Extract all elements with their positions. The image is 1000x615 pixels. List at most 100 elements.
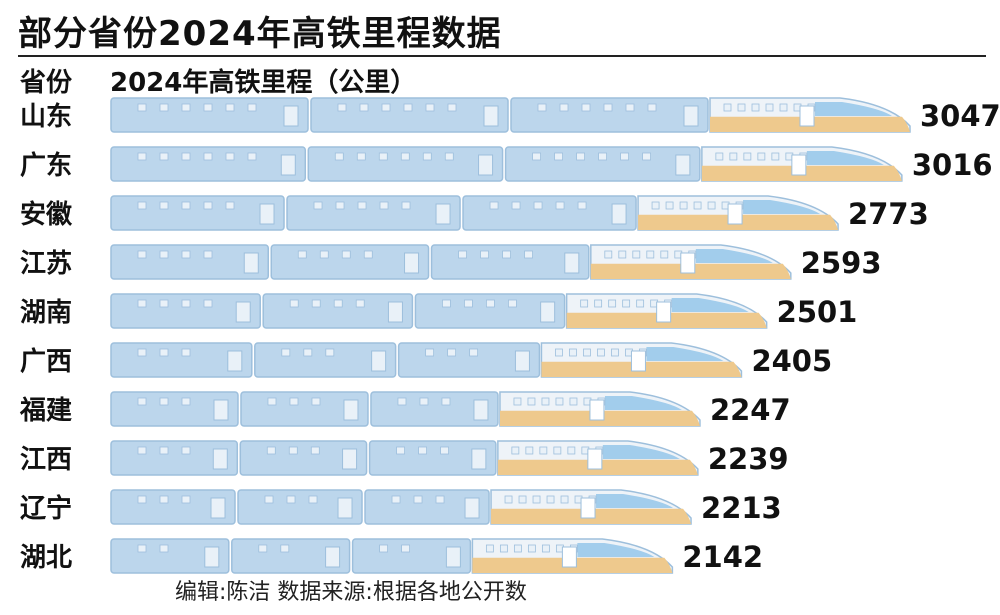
train-window [335, 201, 345, 210]
train-window [729, 152, 738, 161]
train-window [598, 152, 607, 161]
train-window [486, 299, 495, 308]
train-window [577, 201, 587, 210]
bar [110, 391, 701, 427]
category-label: 广西 [20, 347, 72, 377]
train-window [632, 250, 641, 259]
train-window [569, 348, 577, 357]
train-window [203, 201, 213, 210]
bar [110, 440, 699, 476]
train-window [485, 544, 494, 553]
train-window [447, 103, 457, 112]
train-door [630, 350, 646, 372]
train-door [464, 497, 480, 519]
train-window [422, 152, 432, 161]
train-window [303, 348, 313, 357]
value-label: 2593 [801, 246, 882, 280]
train-door [473, 399, 489, 421]
train-door [791, 154, 807, 176]
train-window [425, 348, 435, 357]
chart-title: 部分省份2024年高铁里程数据 [18, 14, 502, 54]
train-window [363, 250, 373, 259]
train-window [286, 495, 296, 504]
value-label: 2773 [848, 197, 929, 231]
train-car [262, 293, 414, 329]
train-door [280, 154, 296, 176]
train-door [471, 448, 487, 470]
train-door [683, 105, 699, 127]
train-window [334, 152, 344, 161]
train-window [203, 103, 213, 112]
train-window [555, 201, 565, 210]
bar [110, 97, 911, 133]
train-door [404, 252, 420, 274]
train-window [319, 250, 329, 259]
bar [110, 195, 839, 231]
train-window [391, 495, 401, 504]
train-door [343, 399, 359, 421]
train-window [225, 152, 235, 161]
train-car [110, 146, 307, 182]
train-door [561, 546, 577, 568]
train-windshield [602, 445, 680, 459]
train-window [181, 103, 191, 112]
train-windshield [577, 543, 655, 557]
value-label: 2501 [777, 295, 858, 329]
train-window [524, 250, 533, 259]
category-label: 湖南 [20, 298, 72, 328]
train-door [589, 399, 605, 421]
train-door [212, 448, 228, 470]
train-window [337, 103, 347, 112]
train-window [288, 446, 298, 455]
train-door [435, 203, 451, 225]
train-window [560, 495, 569, 504]
train-window [289, 397, 299, 406]
train-window [137, 201, 147, 210]
train-window [247, 103, 257, 112]
train-windshield [646, 347, 724, 361]
train-door [342, 448, 358, 470]
train-window [310, 446, 320, 455]
train-window [378, 152, 388, 161]
train-car [414, 293, 566, 329]
train-car [462, 195, 637, 231]
train-window [559, 103, 569, 112]
train-window [743, 152, 752, 161]
category-label: 江西 [20, 445, 72, 475]
train-windshield [743, 200, 821, 214]
bar [110, 146, 903, 182]
train-window [693, 201, 702, 210]
train-window [159, 446, 169, 455]
train-door [727, 203, 743, 225]
train-window [159, 348, 169, 357]
train-window [541, 544, 550, 553]
train-window [620, 152, 629, 161]
train-window [622, 299, 631, 308]
train-window [458, 250, 467, 259]
train-window [400, 152, 410, 161]
train-window [546, 495, 555, 504]
train-window [737, 103, 746, 112]
train-window [647, 103, 657, 112]
train-car [270, 244, 430, 280]
train-door [478, 154, 494, 176]
train-window [581, 103, 591, 112]
train-window [511, 201, 521, 210]
train-window [159, 152, 169, 161]
train-window [707, 201, 716, 210]
train-window [396, 446, 405, 455]
value-label: 2405 [751, 344, 832, 378]
train-window [181, 299, 191, 308]
train-window [527, 397, 536, 406]
train-car [504, 146, 701, 182]
train-window [397, 397, 407, 406]
train-window [502, 250, 511, 259]
train-window [608, 299, 617, 308]
train-window [489, 201, 499, 210]
train-window [532, 152, 541, 161]
train-window [137, 397, 147, 406]
train-door [564, 252, 580, 274]
train-window [576, 152, 585, 161]
train-door [227, 350, 243, 372]
train-window [137, 495, 147, 504]
